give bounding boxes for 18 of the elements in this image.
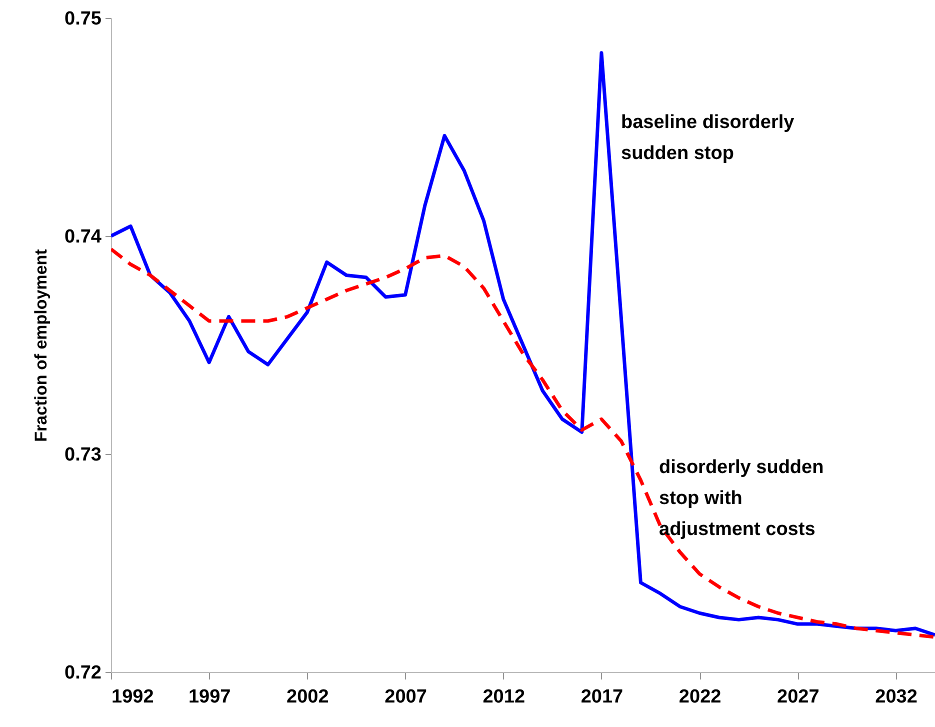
x-tick-label: 1992 — [112, 686, 154, 708]
x-tick-label: 2012 — [482, 686, 526, 708]
x-tick-label: 2022 — [678, 686, 722, 708]
x-tick-label: 2027 — [777, 686, 820, 708]
series-label: disorderly sudden stop with adjustment costs — [659, 457, 824, 540]
line-series — [111, 51, 935, 637]
x-tick-label: 2007 — [384, 686, 427, 708]
y-axis-title: Fraction of employment — [32, 248, 51, 442]
x-tick-label: 2002 — [286, 686, 329, 708]
series-label: baseline disorderly sudden stop — [621, 112, 795, 164]
x-tick-label: 2017 — [580, 686, 624, 708]
x-tick-label: 1997 — [188, 686, 231, 708]
y-tick-label: 0.75 — [64, 8, 102, 30]
y-tick-label: 0.74 — [64, 226, 102, 248]
y-tick-label: 0.73 — [64, 444, 102, 466]
line-series — [111, 247, 935, 639]
y-tick-label: 0.72 — [64, 662, 102, 684]
x-tick-label: 2032 — [875, 686, 918, 708]
